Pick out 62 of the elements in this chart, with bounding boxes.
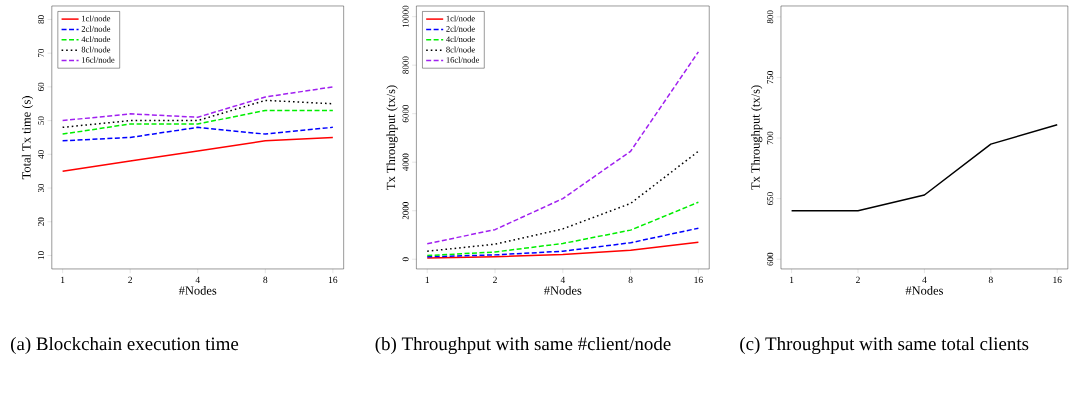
x-axis-title: #Nodes [544, 285, 582, 295]
text: (b) Throughput with same #client/node [375, 336, 671, 354]
x-tick-label: 16 [328, 276, 338, 283]
y-tick-label: 0 [402, 257, 409, 261]
legend-label: 4cl/node [446, 35, 475, 42]
legend-label: 2cl/node [81, 25, 111, 32]
y-tick-label: 800 [767, 10, 774, 24]
y-tick-label: 4000 [402, 153, 409, 171]
y-tick-label: 750 [767, 70, 774, 84]
x-tick-label: 16 [694, 276, 703, 283]
x-tick-label: 8 [263, 276, 268, 283]
line-series [790, 123, 1058, 212]
legend-label: 1cl/node [446, 15, 475, 22]
y-axis-title: Tx Throughput (tx/s) [750, 85, 763, 190]
x-tick-label: 4 [560, 276, 566, 283]
y-tick-label: 60 [37, 82, 45, 91]
legend-label: 16cl/node [82, 56, 115, 63]
x-tick-label: 4 [195, 276, 200, 283]
x-axis-title: #Nodes [905, 285, 943, 295]
line-series [426, 150, 700, 252]
y-tick-label: 30 [37, 183, 45, 192]
y-tick-label: 40 [37, 149, 45, 159]
y-tick-label: 20 [37, 217, 45, 226]
y-tick-label: 650 [767, 192, 774, 205]
x-tick-label: 4 [922, 276, 927, 283]
line-series [61, 85, 334, 122]
y-tick-label: 10 [37, 251, 45, 259]
legend-label: 4cl/node [81, 35, 111, 42]
x-tick-label: 1 [425, 276, 430, 283]
x-tick-label: 1 [790, 276, 794, 283]
text: (c) Throughput with same total clients [740, 336, 1029, 354]
y-tick-label: 80 [37, 15, 45, 24]
legend-label: 2cl/node [446, 25, 475, 32]
y-tick-label: 600 [767, 252, 774, 266]
line-series [426, 241, 700, 259]
line-series [426, 227, 700, 258]
y-tick-label: 70 [37, 48, 45, 57]
legend-label: 8cl/node [446, 46, 475, 53]
y-tick-label: 10000 [402, 5, 409, 27]
x-tick-label: 16 [1053, 276, 1062, 283]
x-tick-label: 2 [128, 276, 133, 283]
legend-label: 16cl/node [446, 56, 480, 63]
y-tick-label: 50 [37, 116, 45, 125]
y-tick-label: 6000 [402, 104, 409, 123]
line-series [61, 136, 334, 172]
x-tick-label: 8 [628, 276, 633, 283]
text: (a) Blockchain execution time [10, 336, 239, 354]
legend-label: 1cl/node [82, 15, 111, 22]
y-axis-title: Tx Throughput (tx/s) [386, 85, 398, 190]
y-tick-label: 700 [767, 131, 774, 144]
x-tick-label: 8 [988, 276, 993, 283]
y-tick-label: 2000 [402, 201, 409, 220]
x-tick-label: 1 [61, 276, 65, 283]
x-axis-title: #Nodes [178, 285, 217, 295]
legend-label: 8cl/node [81, 46, 111, 53]
x-tick-label: 2 [856, 276, 860, 283]
y-tick-label: 8000 [402, 56, 409, 74]
line-series [61, 99, 334, 128]
line-series [426, 201, 700, 257]
y-axis-title: Total Tx time (s) [21, 95, 34, 179]
line-series [61, 126, 334, 142]
x-tick-label: 2 [493, 276, 497, 283]
